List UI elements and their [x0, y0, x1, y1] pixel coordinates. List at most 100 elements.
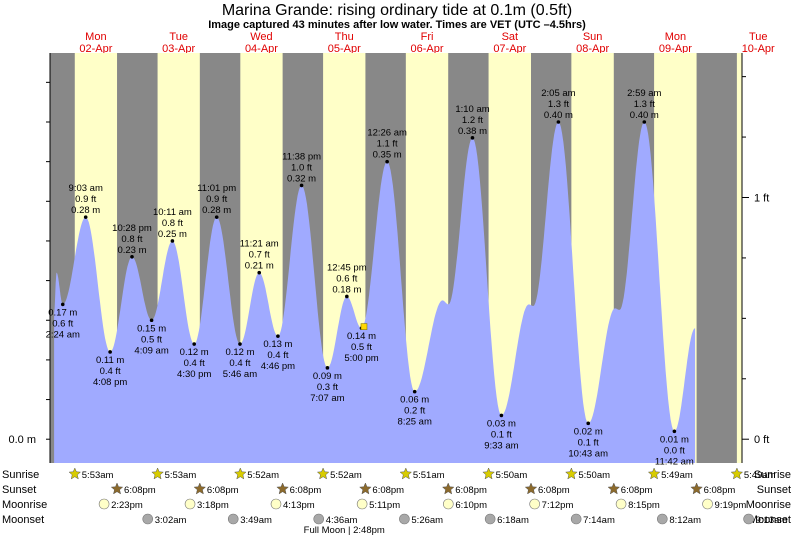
day-weekday: Tue — [169, 31, 188, 43]
extreme-mlabel: 0.28 m — [71, 205, 100, 216]
extreme-time: 12:45 pm — [327, 262, 367, 273]
moonrise-circle-icon — [270, 498, 282, 510]
extreme-time: 10:11 am — [153, 207, 192, 218]
moonrise-circle-icon — [443, 498, 454, 510]
extreme-point — [412, 389, 417, 394]
extreme-mlabel: 0.12 m — [225, 347, 254, 358]
sunset-star-icon — [690, 482, 703, 495]
moonrise-circle-icon — [98, 498, 110, 510]
moonset-circle-icon — [142, 513, 154, 525]
extreme-time: 2:59 am — [627, 88, 661, 99]
day-weekday: Sat — [502, 31, 519, 43]
extreme-ft: 1.2 ft — [462, 115, 483, 126]
extreme-time: 11:42 am — [655, 456, 694, 467]
moonrise-time: 3:18pm — [197, 500, 229, 511]
moonset-circle-icon — [399, 513, 410, 525]
day-weekday: Fri — [421, 31, 434, 43]
day-date: 09-Apr — [659, 43, 692, 55]
moonrise-circle-icon — [184, 498, 196, 510]
extreme-point — [83, 215, 88, 219]
extreme-ft: 0.4 ft — [100, 366, 121, 377]
chart-subtitle: Image captured 43 minutes after low wate… — [208, 19, 586, 31]
extreme-mlabel: 0.32 m — [287, 173, 316, 184]
extreme-point — [672, 429, 677, 434]
tide-water-area — [54, 122, 696, 463]
extreme-mlabel: 0.28 m — [202, 205, 231, 216]
left-axis-label: 0.0 m — [8, 434, 36, 446]
moonrise-circle-icon — [615, 498, 627, 510]
extreme-time: 8:25 am — [398, 417, 432, 428]
extreme-time: 10:43 am — [568, 448, 608, 459]
sunset-time: 6:08pm — [372, 485, 404, 496]
extreme-ft: 0.6 ft — [52, 318, 73, 329]
extreme-ft: 0.0 ft — [664, 445, 685, 456]
sunrise-star-icon — [68, 467, 82, 480]
extreme-mlabel: 0.02 m — [574, 426, 603, 437]
extreme-mlabel: 0.40 m — [544, 110, 573, 121]
extreme-ft: 1.3 ft — [548, 99, 569, 110]
extreme-mlabel: 0.25 m — [158, 229, 187, 240]
day-date: 07-Apr — [493, 43, 526, 55]
extreme-mlabel: 0.14 m — [347, 331, 376, 342]
day-weekday: Thu — [335, 31, 354, 43]
extreme-ft: 0.8 ft — [121, 234, 142, 245]
extreme-mlabel: 0.40 m — [630, 110, 659, 121]
extreme-time: 5:46 am — [223, 369, 257, 380]
extreme-mlabel: 0.11 m — [96, 355, 124, 366]
extreme-time: 5:00 pm — [344, 353, 378, 364]
extreme-point — [149, 318, 154, 323]
day-date: 06-Apr — [411, 43, 444, 55]
sunrise-time: 5:52am — [247, 470, 279, 481]
extreme-ft: 0.5 ft — [351, 342, 372, 353]
extreme-time: 11:21 am — [240, 239, 279, 250]
extreme-point — [257, 270, 262, 275]
sunrise-star-icon — [399, 467, 413, 480]
extreme-ft: 0.7 ft — [249, 250, 270, 261]
moonset-time: 9:13am — [756, 515, 788, 526]
day-labels: Mon02-AprTue03-AprWed04-AprThu05-AprFri0… — [79, 31, 775, 55]
extreme-ft: 0.5 ft — [141, 334, 162, 345]
sunset-row-label-left: Sunset — [2, 484, 36, 496]
day-weekday: Wed — [250, 31, 272, 43]
extreme-mlabel: 0.17 m — [48, 307, 77, 318]
moonrise-time: 8:15pm — [628, 500, 660, 511]
day-date: 04-Apr — [245, 43, 278, 55]
extreme-time: 11:38 pm — [282, 151, 321, 162]
moonrise-row-label-left: Moonrise — [2, 499, 47, 511]
extreme-point — [276, 334, 280, 338]
extreme-mlabel: 0.35 m — [373, 150, 402, 161]
moonset-row-label-left: Moonset — [2, 514, 44, 526]
daylight-band — [736, 53, 742, 463]
moon-phase-label: Full Moon | 2:48pm — [304, 525, 385, 536]
sunrise-time: 5:53am — [165, 470, 197, 481]
moonset-circle-icon — [313, 513, 325, 525]
day-date: 10-Apr — [742, 43, 775, 55]
extreme-ft: 0.6 ft — [336, 273, 357, 284]
sunset-time: 6:08pm — [207, 485, 239, 496]
day-weekday: Mon — [665, 31, 686, 43]
moonset-time: 3:49am — [240, 515, 272, 526]
sunset-time: 6:08pm — [704, 485, 736, 496]
sunrise-star-icon — [316, 467, 330, 480]
sunset-star-icon — [276, 482, 289, 495]
extreme-ft: 1.0 ft — [291, 162, 312, 173]
moonset-time: 8:12am — [669, 515, 701, 526]
extreme-mlabel: 0.13 m — [263, 339, 292, 350]
sunrise-star-icon — [565, 467, 578, 480]
extreme-mlabel: 0.18 m — [332, 284, 361, 295]
sunset-time: 6:08pm — [455, 485, 487, 496]
right-axis-label: 1 ft — [754, 192, 769, 204]
extreme-time: 9:33 am — [484, 440, 518, 451]
sunrise-time: 5:53am — [82, 470, 114, 481]
extreme-time: 12:26 am — [367, 128, 407, 139]
extreme-time: 11:01 pm — [197, 183, 236, 194]
astronomy-rows: Sunrise Sunrise Sunset Sunset Moonrise Moonri… — [2, 467, 791, 536]
extreme-point — [299, 183, 304, 188]
sunset-star-icon — [193, 482, 207, 495]
sunrise-time: 5:49am — [661, 470, 693, 481]
sunrise-star-icon — [647, 467, 661, 480]
extreme-ft: 0.8 ft — [162, 218, 183, 229]
extreme-time: 4:09 am — [134, 345, 168, 356]
sunrise-row-label-right: Sunrise — [754, 469, 791, 481]
sunrise-row-label-left: Sunrise — [2, 469, 39, 481]
